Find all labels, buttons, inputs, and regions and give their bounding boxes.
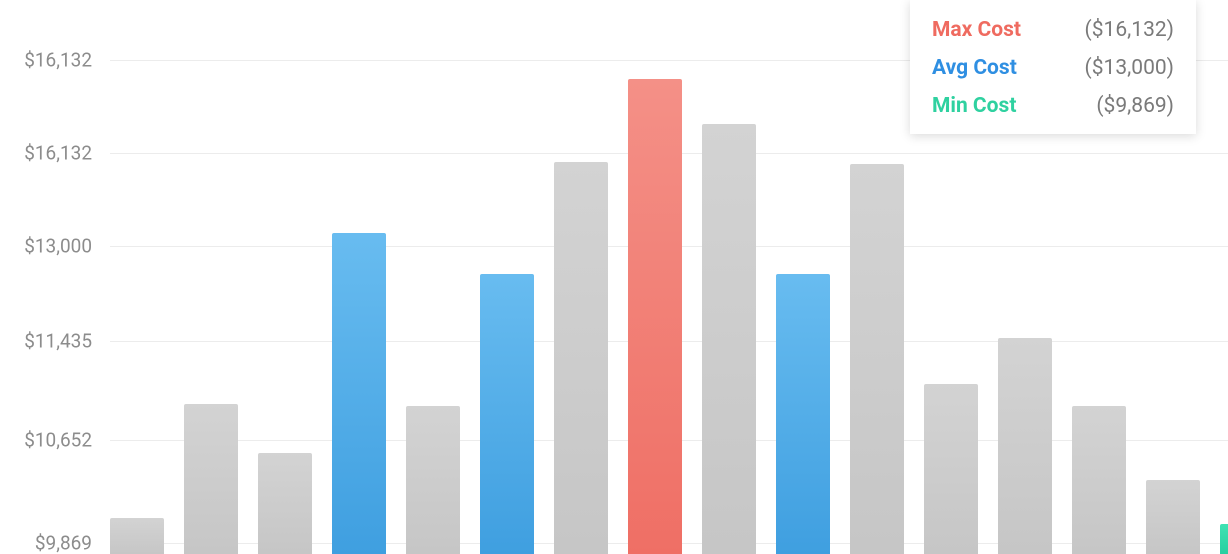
legend-row-min: Min Cost ($9,869) [932, 94, 1174, 118]
legend-label-max: Max Cost [932, 18, 1021, 42]
bar-gray [702, 124, 756, 554]
bar-gray [1072, 406, 1126, 554]
legend-value-avg: ($13,000) [1085, 56, 1174, 80]
legend-value-min: ($9,869) [1096, 94, 1174, 118]
bar-gray [554, 162, 608, 554]
legend-row-max: Max Cost ($16,132) [932, 18, 1174, 42]
y-axis-label: $16,132 [24, 49, 92, 72]
bar-gray [258, 453, 312, 554]
bar-red [628, 79, 682, 554]
bar-blue [776, 274, 830, 554]
bar-blue [332, 233, 386, 554]
bar-gray [998, 338, 1052, 554]
bar-blue [480, 274, 534, 554]
bar-gray [924, 384, 978, 554]
y-axis-label: $16,132 [24, 142, 92, 165]
bar-gray [1146, 480, 1200, 554]
bar-gray [850, 164, 904, 554]
y-axis-label: $13,000 [24, 235, 92, 258]
cost-bar-chart: $16,132 $16,132 $13,000 $11,435 $10,652 $9,86… [0, 0, 1228, 554]
bar-gray [406, 406, 460, 554]
bar-gray [184, 404, 238, 554]
y-axis-label: $11,435 [24, 330, 92, 353]
legend-card: Max Cost ($16,132) Avg Cost ($13,000) Mi… [910, 0, 1196, 134]
legend-label-avg: Avg Cost [932, 56, 1017, 80]
y-axis-label: $9,869 [35, 532, 92, 554]
bar-teal [1220, 524, 1228, 554]
y-axis-label: $10,652 [24, 429, 92, 452]
bar-gray [110, 518, 164, 554]
legend-label-min: Min Cost [932, 94, 1016, 118]
y-axis: $16,132 $16,132 $13,000 $11,435 $10,652 $9,86… [0, 0, 110, 554]
legend-row-avg: Avg Cost ($13,000) [932, 56, 1174, 80]
legend-value-max: ($16,132) [1085, 18, 1174, 42]
